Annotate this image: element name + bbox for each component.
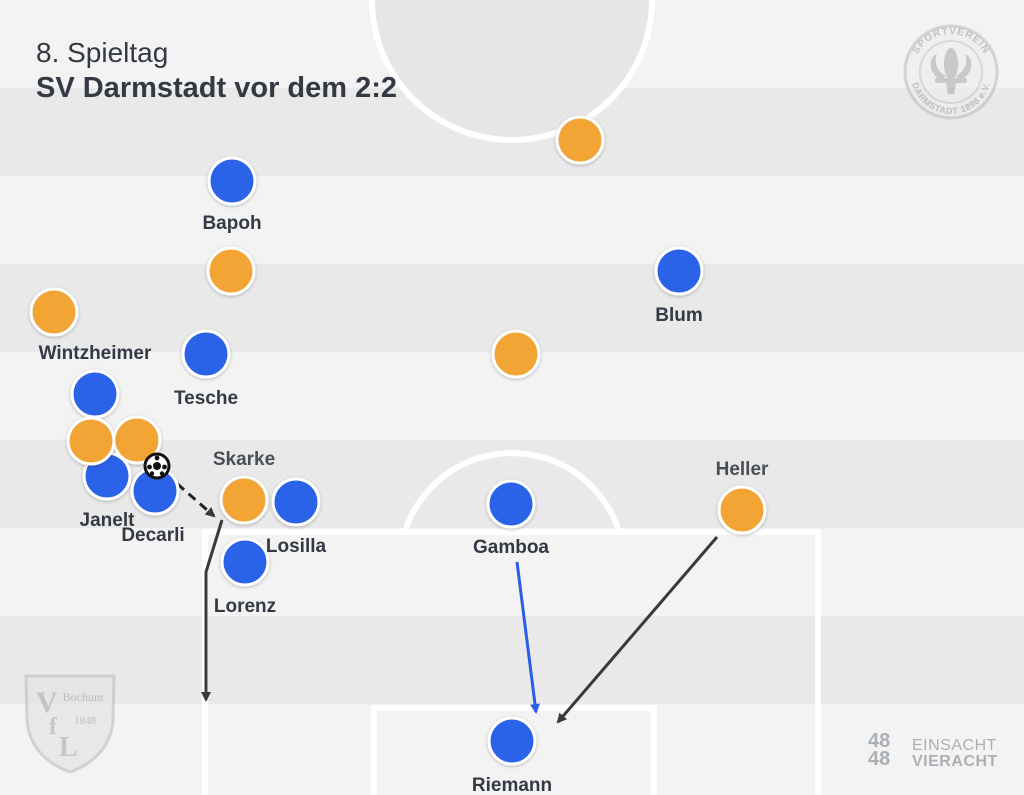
header: 8. Spieltag SV Darmstadt vor dem 2:2 bbox=[36, 36, 397, 106]
svg-text:1848: 1848 bbox=[74, 715, 97, 727]
away-player-skarke bbox=[219, 475, 269, 525]
label-heller: Heller bbox=[716, 459, 769, 480]
home-player bbox=[70, 369, 120, 419]
away-players bbox=[29, 115, 767, 535]
label-wintzheimer: Wintzheimer bbox=[39, 343, 152, 364]
home-player-blum bbox=[654, 246, 704, 296]
heller-run-arrow bbox=[556, 536, 719, 724]
brand-line2: VIERACHT bbox=[912, 753, 998, 770]
label-janelt: Janelt bbox=[80, 510, 136, 531]
home-player-riemann bbox=[487, 716, 537, 766]
label-riemann: Riemann bbox=[472, 775, 552, 795]
brand-number: 48 48 bbox=[868, 730, 891, 770]
einsacht-vieracht-logo: 48 48 EINSACHT VIERACHT bbox=[868, 730, 1008, 776]
home-players bbox=[70, 156, 704, 766]
player-labels: Bapoh Blum Wintzheimer Tesche Skarke Hel… bbox=[39, 213, 769, 795]
svg-text:f: f bbox=[49, 714, 58, 740]
goal-box bbox=[371, 705, 657, 795]
label-decarli: Decarli bbox=[121, 525, 184, 546]
home-player-gamboa bbox=[486, 479, 536, 529]
page-title: SV Darmstadt vor dem 2:2 bbox=[36, 72, 398, 104]
home-player-bapoh bbox=[207, 156, 257, 206]
away-player bbox=[491, 329, 541, 379]
pass-arrow bbox=[165, 472, 216, 518]
away-player bbox=[555, 115, 605, 165]
penalty-arc bbox=[402, 450, 622, 533]
fleur-de-lis-icon bbox=[930, 48, 972, 94]
svg-text:Bochum: Bochum bbox=[63, 690, 104, 704]
label-gamboa: Gamboa bbox=[473, 537, 549, 558]
label-blum: Blum bbox=[655, 305, 703, 326]
brand-line1: EINSACHT bbox=[912, 737, 997, 754]
matchday-label: 8. Spieltag bbox=[36, 37, 169, 68]
label-lorenz: Lorenz bbox=[214, 596, 276, 617]
away-players-front bbox=[66, 416, 269, 525]
away-player bbox=[66, 416, 116, 466]
soccer-ball-icon bbox=[143, 452, 171, 480]
home-player-losilla bbox=[271, 477, 321, 527]
darmstadt-logo: SPORTVEREIN DARMSTADT 1898 e.V. bbox=[903, 24, 999, 120]
movement-arrows bbox=[165, 472, 719, 724]
label-losilla: Losilla bbox=[266, 536, 327, 557]
bochum-logo: Bochum 1848 V f L bbox=[24, 674, 116, 774]
home-player-lorenz bbox=[220, 537, 270, 587]
skarke-run-arrow bbox=[201, 519, 224, 702]
gamboa-run-arrow bbox=[515, 561, 540, 714]
svg-text:V: V bbox=[36, 686, 58, 719]
label-skarke: Skarke bbox=[213, 449, 275, 470]
away-player bbox=[206, 246, 256, 296]
label-bapoh: Bapoh bbox=[202, 213, 261, 234]
svg-text:L: L bbox=[59, 732, 78, 763]
center-circle bbox=[369, 0, 655, 143]
label-tesche: Tesche bbox=[174, 388, 238, 409]
home-player-tesche bbox=[181, 329, 231, 379]
away-player-wintzheimer bbox=[29, 287, 79, 337]
away-player-heller bbox=[717, 485, 767, 535]
